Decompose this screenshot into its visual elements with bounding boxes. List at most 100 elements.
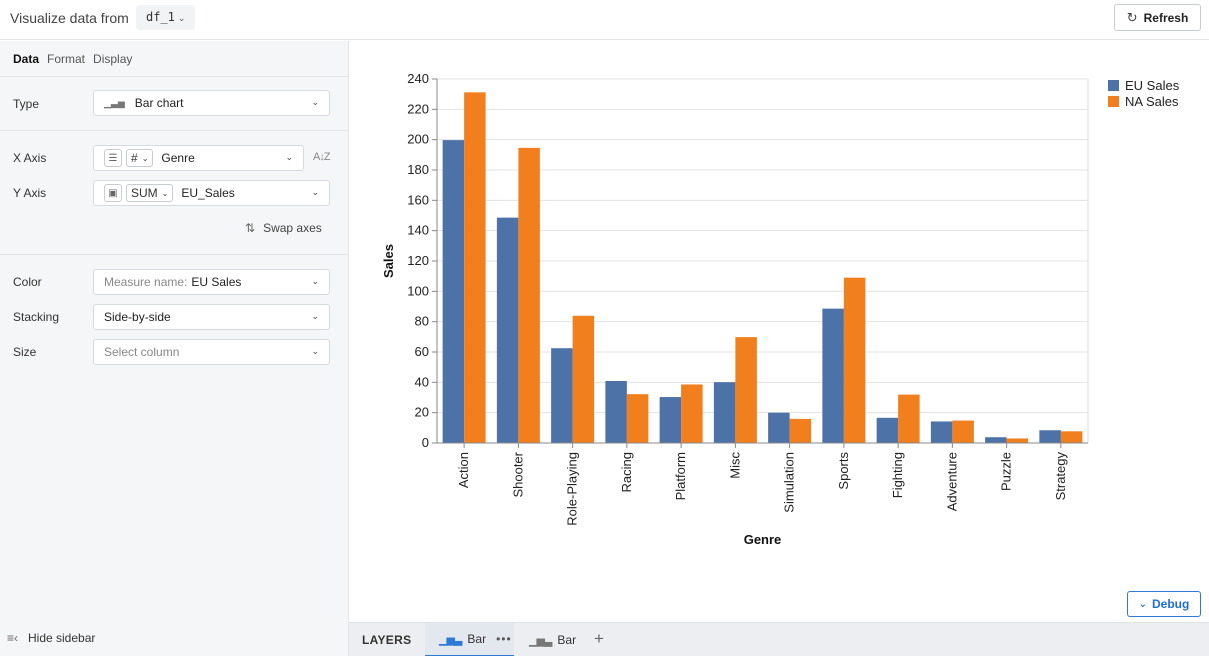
dataframe-name: df_1	[146, 10, 175, 24]
sort-az-icon[interactable]: A↓Z	[313, 151, 331, 163]
x-axis-select[interactable]: ☰ # ⌄ Genre ⌄	[93, 145, 304, 171]
x-tick-label: Strategy	[1053, 452, 1068, 501]
x-axis-type-chip[interactable]: # ⌄	[126, 149, 154, 167]
debug-button[interactable]: ⌄ Debug	[1127, 591, 1201, 617]
tab-display[interactable]: Display	[93, 52, 133, 66]
stacking-select[interactable]: Side-by-side ⌄	[93, 304, 330, 330]
layer-tab-1[interactable]: ▁▅▃ Bar •••	[425, 623, 514, 656]
divider	[0, 130, 348, 131]
bar-na-fighting	[898, 394, 920, 443]
color-value: EU Sales	[191, 275, 242, 289]
tab-format[interactable]: Format	[47, 52, 86, 66]
layer-tab-label: Bar	[557, 633, 577, 647]
y-tick-label: 100	[407, 283, 429, 298]
chart-area: 0 20 40 60 80 100 120 140 160 180 200 220 240 Action S…	[349, 41, 1209, 621]
x-tick-label: Action	[456, 452, 471, 488]
y-tick-label: 240	[407, 71, 429, 86]
layers-label: LAYERS	[362, 633, 412, 647]
y-tick-label: 160	[407, 192, 429, 207]
y-tick-label: 20	[415, 405, 429, 420]
y-tick-label: 60	[415, 344, 429, 359]
y-tick-label: 140	[407, 223, 429, 238]
bar-na-misc	[735, 337, 757, 443]
swap-axes-button[interactable]: ⇅ Swap axes	[245, 221, 322, 235]
bar-eu-simulation	[768, 412, 790, 443]
x-tick-label: Platform	[673, 452, 688, 500]
chevron-down-icon: ⌄	[311, 346, 319, 356]
legend-swatch	[1108, 80, 1119, 91]
swap-icon: ⇅	[245, 221, 256, 235]
x-axis-type: #	[131, 151, 138, 165]
chart-type-value: Bar chart	[134, 96, 184, 110]
bar-na-strategy	[1060, 431, 1083, 443]
refresh-label: Refresh	[1143, 10, 1189, 25]
bar-na-racing	[626, 394, 649, 443]
list-icon: ☰	[104, 149, 122, 167]
color-prefix: Measure name:	[104, 275, 188, 289]
x-tick-label: Fighting	[890, 452, 905, 498]
bar-eu-action	[442, 140, 465, 443]
bar-eu-puzzle	[985, 437, 1007, 443]
bar-eu-fighting	[876, 417, 899, 443]
chart-type-select[interactable]: ▁▃▅ Bar chart ⌄	[93, 90, 330, 116]
y-tick-label: 80	[415, 314, 429, 329]
bar-eu-platform	[659, 397, 682, 443]
bar-eu-sports	[822, 308, 844, 443]
y-tick-label: 120	[407, 253, 429, 268]
chevron-down-icon: ⌄	[311, 311, 319, 321]
sidebar-tabs: Data Format Display	[13, 52, 132, 66]
tab-data[interactable]: Data	[13, 52, 40, 66]
chevron-down-icon: ⌄	[161, 188, 169, 198]
y-tick-label: 220	[407, 101, 429, 116]
add-layer-icon[interactable]: +	[594, 629, 604, 648]
bar-eu-role-playing	[551, 348, 573, 443]
more-icon[interactable]: •••	[496, 632, 512, 646]
refresh-icon: ↻	[1126, 9, 1138, 25]
bar-chart-icon: ▁▅▃	[439, 633, 462, 646]
bar-chart-icon: ▁▅▃	[529, 634, 552, 647]
chevron-down-icon: ⌄	[1138, 598, 1148, 610]
x-tick-label: Simulation	[782, 452, 797, 513]
bar-na-role-playing	[572, 315, 595, 443]
stacking-label: Stacking	[13, 310, 60, 324]
divider	[0, 254, 348, 255]
size-select[interactable]: Select column ⌄	[93, 339, 330, 365]
measure-icon: ▣	[104, 184, 122, 202]
aggregation-chip[interactable]: SUM ⌄	[126, 184, 174, 202]
size-placeholder: Select column	[104, 345, 180, 359]
sidebar: Data Format Display Type ▁▃▅ Bar chart ⌄…	[0, 41, 349, 656]
hide-sidebar-label: Hide sidebar	[28, 631, 96, 645]
x-tick-label: Puzzle	[999, 452, 1014, 491]
bar-na-puzzle	[1006, 438, 1029, 443]
y-tick-label: 0	[422, 435, 429, 450]
color-select[interactable]: Measure name: EU Sales ⌄	[93, 269, 330, 295]
y-tick-label: 40	[415, 374, 429, 389]
chevron-down-icon: ⌄	[285, 152, 293, 162]
swap-axes-label: Swap axes	[263, 221, 322, 235]
bar-na-action	[464, 92, 486, 443]
chevron-down-icon: ⌄	[177, 14, 186, 24]
bar-chart: 0 20 40 60 80 100 120 140 160 180 200 220 240 Action S…	[381, 71, 1180, 547]
x-tick-label: Sports	[836, 452, 851, 490]
dataframe-select[interactable]: df_1 ⌄	[136, 5, 196, 30]
collapse-sidebar-icon: ≡‹	[7, 631, 18, 645]
size-label: Size	[13, 345, 37, 359]
x-axis-label: X Axis	[13, 151, 47, 165]
layer-tab-label: Bar	[467, 632, 487, 646]
refresh-button[interactable]: ↻ Refresh	[1114, 4, 1201, 31]
bar-eu-racing	[605, 380, 627, 443]
aggregation-value: SUM	[131, 186, 158, 200]
x-tick-label: Misc	[727, 452, 742, 479]
bar-eu-strategy	[1039, 430, 1061, 443]
y-axis-select[interactable]: ▣ SUM ⌄ EU_Sales ⌄	[93, 180, 330, 206]
layer-tab-2[interactable]: ▁▅▃ Bar	[515, 623, 590, 656]
chevron-down-icon: ⌄	[141, 153, 149, 163]
color-label: Color	[13, 275, 42, 289]
divider	[0, 76, 348, 77]
hide-sidebar-button[interactable]: ≡‹ Hide sidebar	[7, 631, 95, 645]
chevron-down-icon: ⌄	[311, 97, 319, 107]
x-axis-title: Genre	[744, 532, 782, 547]
y-axis-value: EU_Sales	[181, 186, 235, 200]
y-axis-label: Y Axis	[13, 186, 47, 200]
y-tick-label: 200	[407, 132, 429, 147]
